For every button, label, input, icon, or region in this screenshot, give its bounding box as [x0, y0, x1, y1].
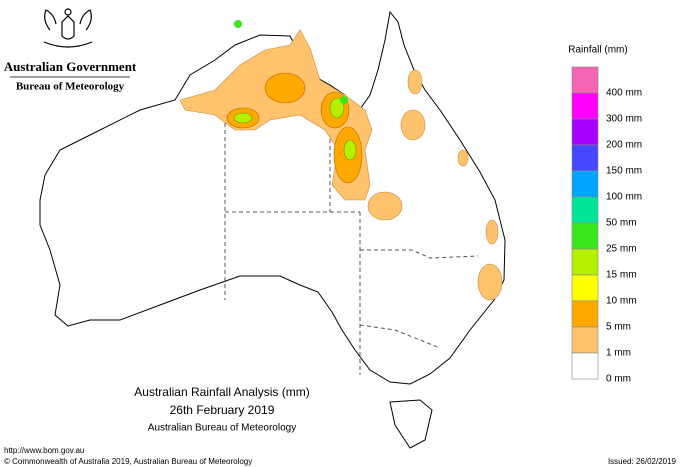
legend-swatch — [571, 92, 599, 120]
map-date: 26th February 2019 — [170, 403, 275, 417]
legend-label: 50 mm — [606, 218, 637, 229]
legend-label: 0 mm — [606, 374, 631, 385]
rainfall-areas — [179, 20, 503, 301]
legend-swatch — [571, 326, 599, 354]
legend-swatch — [571, 118, 599, 146]
government-name: Australian Government — [4, 59, 137, 74]
legend-swatch — [571, 144, 599, 172]
legend-swatch — [571, 222, 599, 250]
mainland-outline — [39, 10, 506, 385]
legend-swatch — [571, 196, 599, 224]
coat-of-arms — [43, 8, 93, 48]
legend-label: 1 mm — [606, 348, 631, 359]
legend-label: 200 mm — [606, 140, 642, 151]
legend: Rainfall (mm) 400 mm 300 mm 200 mm 150 mm 10… — [568, 45, 642, 385]
legend-label: 400 mm — [606, 88, 642, 99]
legend-swatch — [571, 170, 599, 198]
legend-swatch — [571, 274, 599, 302]
legend-swatch — [571, 352, 599, 380]
issued-date: Issued: 26/02/2019 — [608, 457, 677, 466]
map-source: Australian Bureau of Meteorology — [148, 423, 296, 434]
url: http://www.bom.gov.au — [4, 446, 84, 455]
map — [39, 10, 506, 449]
legend-label: 5 mm — [606, 322, 631, 333]
tasmania-outline — [389, 399, 433, 449]
map-title: Australian Rainfall Analysis (mm) — [134, 385, 309, 399]
agency-name: Bureau of Meteorology — [16, 81, 125, 93]
legend-label: 100 mm — [606, 192, 642, 203]
legend-swatch — [571, 66, 599, 94]
state-border — [359, 324, 441, 349]
copyright: © Commonwealth of Australia 2019, Austra… — [4, 457, 252, 466]
legend-label: 15 mm — [606, 270, 637, 281]
legend-swatch — [571, 300, 599, 328]
legend-label: 10 mm — [606, 296, 637, 307]
legend-label: 25 mm — [606, 244, 637, 255]
legend-title: Rainfall (mm) — [568, 45, 627, 56]
legend-swatch — [571, 248, 599, 276]
legend-label: 150 mm — [606, 166, 642, 177]
legend-label: 300 mm — [606, 114, 642, 125]
